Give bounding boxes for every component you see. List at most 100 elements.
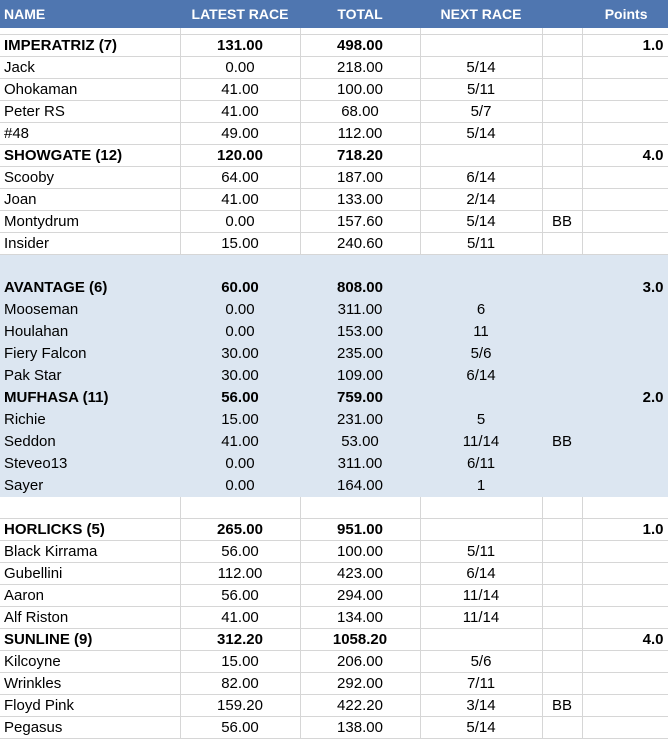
- member-points-cell[interactable]: [582, 210, 668, 233]
- member-name-cell[interactable]: Richie: [0, 408, 181, 431]
- member-points-cell[interactable]: [582, 364, 668, 387]
- team-total-cell[interactable]: 498.00: [300, 34, 421, 57]
- member-next-race-cell[interactable]: 11/14: [420, 584, 543, 607]
- team-latest-race-cell[interactable]: 312.20: [180, 628, 301, 651]
- team-name-cell[interactable]: HORLICKS (5): [0, 518, 181, 541]
- member-latest-race-cell[interactable]: 56.00: [180, 584, 301, 607]
- member-flag-cell[interactable]: [542, 100, 583, 123]
- header-next-race[interactable]: NEXT RACE: [420, 0, 543, 28]
- member-next-race-cell[interactable]: 11/14: [420, 430, 543, 453]
- team-latest-race-cell[interactable]: 265.00: [180, 518, 301, 541]
- team-name-cell[interactable]: IMPERATRIZ (7): [0, 34, 181, 57]
- member-name-cell[interactable]: Sayer: [0, 474, 181, 497]
- member-next-race-cell[interactable]: 5/14: [420, 122, 543, 145]
- member-points-cell[interactable]: [582, 78, 668, 101]
- member-flag-cell[interactable]: [542, 650, 583, 673]
- empty-cell[interactable]: [582, 496, 668, 519]
- empty-cell[interactable]: [420, 254, 543, 277]
- member-latest-race-cell[interactable]: 30.00: [180, 342, 301, 365]
- team-next-race-cell[interactable]: [420, 386, 543, 409]
- team-flag-cell[interactable]: [542, 144, 583, 167]
- member-flag-cell[interactable]: [542, 56, 583, 79]
- member-flag-cell[interactable]: [542, 232, 583, 255]
- empty-cell[interactable]: [300, 496, 421, 519]
- member-name-cell[interactable]: Insider: [0, 232, 181, 255]
- member-points-cell[interactable]: [582, 320, 668, 343]
- team-points-cell[interactable]: 2.0: [582, 386, 668, 409]
- header-latest-race[interactable]: LATEST RACE: [180, 0, 301, 28]
- member-points-cell[interactable]: [582, 430, 668, 453]
- empty-cell[interactable]: [300, 254, 421, 277]
- team-points-cell[interactable]: 4.0: [582, 144, 668, 167]
- team-total-cell[interactable]: 1058.20: [300, 628, 421, 651]
- member-total-cell[interactable]: 423.00: [300, 562, 421, 585]
- member-next-race-cell[interactable]: 5: [420, 408, 543, 431]
- team-total-cell[interactable]: 808.00: [300, 276, 421, 299]
- member-points-cell[interactable]: [582, 232, 668, 255]
- member-next-race-cell[interactable]: 11: [420, 320, 543, 343]
- member-next-race-cell[interactable]: 5/6: [420, 342, 543, 365]
- member-next-race-cell[interactable]: 5/6: [420, 650, 543, 673]
- member-points-cell[interactable]: [582, 540, 668, 563]
- member-total-cell[interactable]: 311.00: [300, 452, 421, 475]
- team-latest-race-cell[interactable]: 60.00: [180, 276, 301, 299]
- member-latest-race-cell[interactable]: 0.00: [180, 320, 301, 343]
- empty-cell[interactable]: [582, 254, 668, 277]
- member-latest-race-cell[interactable]: 56.00: [180, 540, 301, 563]
- member-flag-cell[interactable]: [542, 78, 583, 101]
- member-total-cell[interactable]: 157.60: [300, 210, 421, 233]
- member-next-race-cell[interactable]: 5/7: [420, 100, 543, 123]
- member-flag-cell[interactable]: [542, 606, 583, 629]
- member-points-cell[interactable]: [582, 716, 668, 739]
- member-total-cell[interactable]: 100.00: [300, 540, 421, 563]
- member-total-cell[interactable]: 218.00: [300, 56, 421, 79]
- team-next-race-cell[interactable]: [420, 628, 543, 651]
- member-flag-cell[interactable]: BB: [542, 694, 583, 717]
- empty-cell[interactable]: [180, 496, 301, 519]
- member-points-cell[interactable]: [582, 650, 668, 673]
- member-name-cell[interactable]: Seddon: [0, 430, 181, 453]
- team-flag-cell[interactable]: [542, 276, 583, 299]
- member-next-race-cell[interactable]: 6/14: [420, 166, 543, 189]
- member-name-cell[interactable]: Mooseman: [0, 298, 181, 321]
- team-points-cell[interactable]: 3.0: [582, 276, 668, 299]
- member-points-cell[interactable]: [582, 56, 668, 79]
- member-flag-cell[interactable]: [542, 188, 583, 211]
- member-flag-cell[interactable]: [542, 122, 583, 145]
- member-next-race-cell[interactable]: 11/14: [420, 606, 543, 629]
- member-flag-cell[interactable]: [542, 672, 583, 695]
- team-next-race-cell[interactable]: [420, 276, 543, 299]
- member-name-cell[interactable]: Aaron: [0, 584, 181, 607]
- member-total-cell[interactable]: 206.00: [300, 650, 421, 673]
- team-flag-cell[interactable]: [542, 386, 583, 409]
- member-name-cell[interactable]: Black Kirrama: [0, 540, 181, 563]
- member-latest-race-cell[interactable]: 41.00: [180, 78, 301, 101]
- member-name-cell[interactable]: Gubellini: [0, 562, 181, 585]
- team-points-cell[interactable]: 1.0: [582, 34, 668, 57]
- member-name-cell[interactable]: Joan: [0, 188, 181, 211]
- member-flag-cell[interactable]: [542, 584, 583, 607]
- team-points-cell[interactable]: 1.0: [582, 518, 668, 541]
- member-name-cell[interactable]: Jack: [0, 56, 181, 79]
- team-name-cell[interactable]: AVANTAGE (6): [0, 276, 181, 299]
- member-latest-race-cell[interactable]: 159.20: [180, 694, 301, 717]
- member-total-cell[interactable]: 134.00: [300, 606, 421, 629]
- member-next-race-cell[interactable]: 6/11: [420, 452, 543, 475]
- member-next-race-cell[interactable]: 6: [420, 298, 543, 321]
- member-next-race-cell[interactable]: 3/14: [420, 694, 543, 717]
- team-total-cell[interactable]: 759.00: [300, 386, 421, 409]
- member-latest-race-cell[interactable]: 30.00: [180, 364, 301, 387]
- member-latest-race-cell[interactable]: 82.00: [180, 672, 301, 695]
- member-name-cell[interactable]: Peter RS: [0, 100, 181, 123]
- member-total-cell[interactable]: 187.00: [300, 166, 421, 189]
- empty-cell[interactable]: [0, 496, 181, 519]
- member-points-cell[interactable]: [582, 166, 668, 189]
- header-total[interactable]: TOTAL: [300, 0, 421, 28]
- team-points-cell[interactable]: 4.0: [582, 628, 668, 651]
- member-total-cell[interactable]: 112.00: [300, 122, 421, 145]
- member-flag-cell[interactable]: [542, 298, 583, 321]
- member-total-cell[interactable]: 235.00: [300, 342, 421, 365]
- team-name-cell[interactable]: SUNLINE (9): [0, 628, 181, 651]
- team-latest-race-cell[interactable]: 56.00: [180, 386, 301, 409]
- member-name-cell[interactable]: Montydrum: [0, 210, 181, 233]
